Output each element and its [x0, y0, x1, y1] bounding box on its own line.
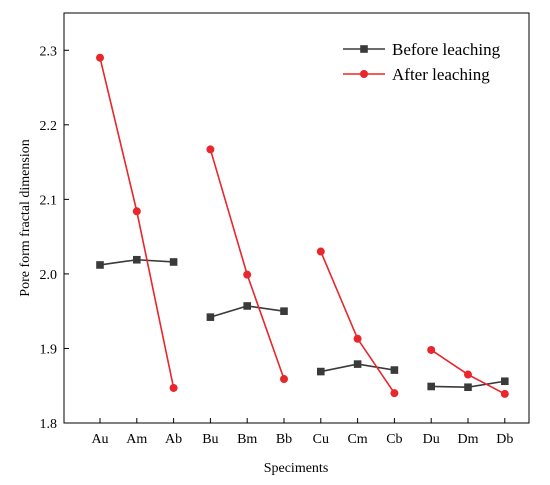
data-point: [96, 53, 104, 62]
y-axis-label: Pore form fractal dimension: [18, 139, 33, 296]
legend: Before leaching After leaching: [343, 40, 501, 84]
legend-marker: [360, 45, 368, 53]
x-tick-label: Db: [496, 432, 513, 447]
x-axis: Au Am Ab Bu Bm Bb Cu Cm Cb Du Dm Db: [91, 418, 513, 447]
series-1: [96, 255, 509, 392]
series-layer: [96, 53, 509, 398]
data-point: [427, 382, 435, 391]
y-tick-label: 2.0: [40, 268, 58, 283]
data-point: [206, 313, 215, 321]
x-tick-label: Bu: [202, 432, 218, 447]
x-axis-label: Speciments: [264, 461, 329, 476]
series-line: [320, 251, 396, 394]
x-tick-label: Bm: [237, 432, 257, 447]
data-point: [501, 377, 509, 386]
data-point: [353, 360, 362, 368]
data-point: [353, 334, 362, 343]
data-point: [390, 389, 399, 398]
y-axis: 1.8 1.9 2.0 2.1 2.2 2.3: [40, 44, 69, 432]
series-line: [209, 149, 285, 380]
x-tick-label: Au: [91, 432, 108, 447]
x-tick-label: Cu: [313, 432, 329, 447]
legend-marker: [360, 70, 368, 78]
y-tick-label: 2.1: [40, 193, 58, 208]
data-point: [280, 307, 288, 315]
y-tick-label: 1.8: [40, 417, 58, 432]
data-point: [243, 302, 251, 310]
data-point: [133, 255, 141, 264]
y-tick-label: 2.3: [40, 44, 58, 59]
x-tick-label: Cb: [386, 432, 402, 447]
x-tick-label: Cm: [347, 432, 367, 447]
data-point: [206, 145, 215, 154]
plot-area: [63, 12, 530, 424]
x-tick-label: Am: [126, 432, 147, 447]
data-point: [500, 389, 509, 398]
legend-item: After leaching: [343, 65, 490, 84]
data-point: [317, 367, 325, 376]
data-point: [280, 375, 288, 384]
legend-label: After leaching: [392, 65, 490, 84]
legend-label: Before leaching: [392, 40, 501, 59]
data-point: [464, 370, 472, 379]
data-point: [316, 247, 325, 256]
data-point: [464, 383, 472, 392]
x-tick-label: Dm: [458, 432, 479, 447]
series-line: [99, 57, 175, 389]
x-tick-label: Du: [423, 432, 440, 447]
y-tick-label: 1.9: [40, 342, 58, 357]
data-point: [243, 270, 252, 279]
data-point: [169, 383, 178, 392]
data-point: [169, 258, 178, 266]
series-2: [96, 53, 509, 398]
data-point: [132, 207, 141, 216]
y-tick-label: 2.2: [40, 119, 58, 134]
data-point: [427, 345, 436, 354]
legend-item: Before leaching: [343, 40, 501, 59]
x-tick-label: Bb: [276, 432, 292, 447]
data-point: [390, 366, 399, 374]
plot-frame: [63, 12, 530, 424]
data-point: [96, 261, 104, 269]
x-tick-label: Ab: [165, 432, 182, 447]
